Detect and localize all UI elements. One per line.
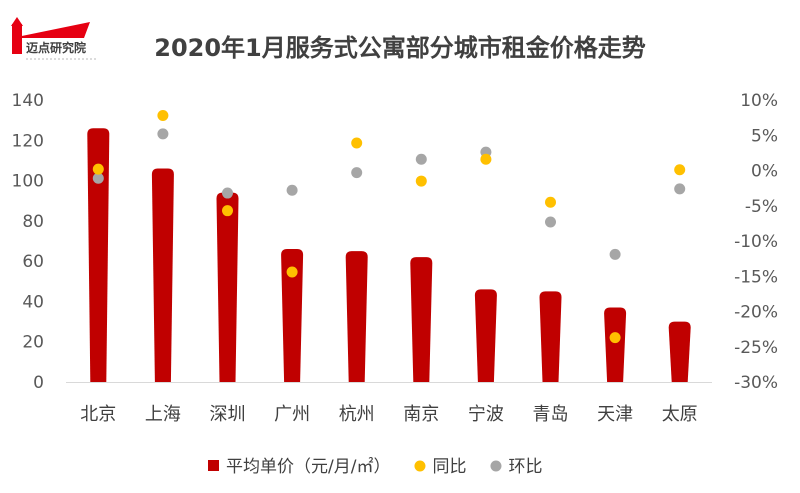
point-yoy-青岛 [545,196,556,208]
logo-name: 迈点研究院 [26,40,86,55]
legend: 平均单价（元/月/㎡） 同比 环比 [208,457,542,477]
point-mom-青岛 [545,216,556,228]
point-yoy-南京 [415,175,427,187]
point-mom-太原 [674,183,686,195]
point-mom-广州 [286,184,298,196]
point-yoy-宁波 [480,153,492,165]
point-yoy-广州 [286,266,298,278]
bar-南京 [410,257,433,382]
point-yoy-北京 [92,163,104,175]
y-right-tick-label: 10% [740,91,778,111]
bar-杭州 [345,251,368,382]
bar-深圳 [216,192,239,382]
y-right-tick-label: -25% [734,338,778,358]
point-yoy-太原 [674,164,686,176]
logo-tower-icon [12,24,22,54]
x-tick-label: 天津 [597,404,633,425]
y-right-tick-label: -10% [734,232,778,252]
bar-广州 [281,249,304,382]
bar-太原 [668,321,691,382]
bar-layer [87,128,691,382]
y-right-tick-label: -5% [745,197,778,217]
point-mom-杭州 [351,167,363,179]
point-yoy-深圳 [222,205,233,217]
legend-swatch-point [414,460,426,472]
legend-swatch-point [490,460,502,472]
point-mom-深圳 [222,187,233,199]
y-left-tick-label: 140 [12,91,44,111]
logo-tower-roof [11,17,23,26]
point-mom-南京 [415,153,427,165]
point-yoy-杭州 [351,137,363,149]
x-tick-label: 青岛 [533,404,569,425]
point-mom-天津 [609,248,621,260]
bar-宁波 [474,289,497,382]
bar-天津 [604,307,627,382]
y-left-tick-label: 0 [33,373,44,393]
point-yoy-上海 [157,110,169,122]
bar-青岛 [539,291,562,382]
point-mom-上海 [157,128,169,140]
x-tick-label: 北京 [80,404,116,425]
y-left-tick-label: 40 [22,292,44,312]
point-mom-北京 [92,172,104,184]
y-left-tick-label: 80 [22,212,44,232]
axis-layer: 0 20 40 60 80 100 120 140 -30% -25% -20% -15% -10% -5… [12,91,778,425]
logo-banner-shape [12,22,90,38]
y-left-tick-label: 20 [22,333,44,353]
y-left-tick-label: 60 [22,252,44,272]
chart-title: 2020年1月服务式公寓部分城市租金价格走势 [154,34,646,62]
x-tick-label: 杭州 [339,404,375,425]
legend-label: 环比 [508,457,542,477]
y-left-tick-label: 100 [12,172,44,192]
bar-上海 [151,168,174,382]
point-layer [92,110,686,344]
y-right-tick-label: -15% [734,267,778,287]
legend-label: 同比 [432,457,466,477]
y-right-tick-label: -20% [734,303,778,323]
x-tick-label: 上海 [145,404,181,425]
maidian-logo: 迈点研究院 [11,17,96,60]
y-right-tick-label: -30% [734,373,778,393]
legend-swatch-bar [208,460,219,471]
x-tick-label: 深圳 [210,404,246,425]
bar-北京 [87,128,110,382]
y-left-tick-label: 120 [12,131,44,151]
x-tick-label: 宁波 [468,404,504,425]
legend-label: 平均单价（元/月/㎡） [226,457,390,477]
y-right-tick-label: 5% [751,126,778,146]
x-tick-label: 太原 [662,404,698,425]
point-yoy-天津 [609,332,621,344]
x-tick-label: 南京 [403,404,439,425]
x-tick-label: 广州 [274,404,310,425]
y-right-tick-label: 0% [751,162,778,182]
